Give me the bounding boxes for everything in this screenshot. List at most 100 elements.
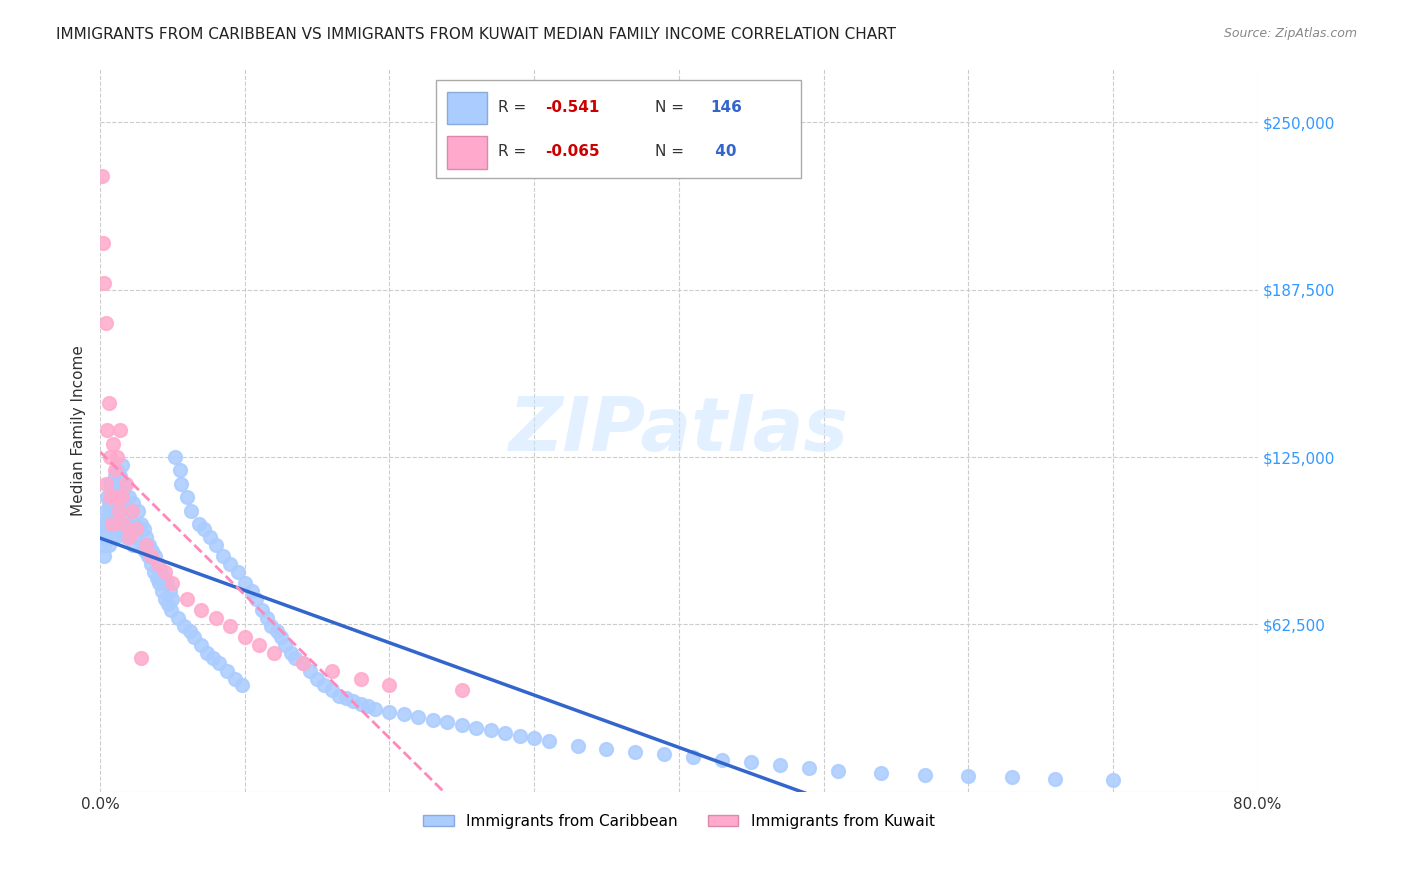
Point xyxy=(101,516,124,531)
Point xyxy=(108,503,131,517)
Point xyxy=(198,530,221,544)
Point xyxy=(98,450,121,464)
Point xyxy=(107,463,129,477)
Point xyxy=(121,522,143,536)
Point xyxy=(263,646,285,660)
Point xyxy=(101,490,124,504)
Point xyxy=(146,558,169,572)
Point xyxy=(240,584,263,599)
Point xyxy=(201,651,224,665)
Point xyxy=(1102,772,1125,787)
Point xyxy=(187,516,209,531)
Bar xyxy=(447,92,486,124)
Point xyxy=(957,769,980,783)
Point xyxy=(90,516,112,531)
Point xyxy=(148,576,170,591)
Point xyxy=(115,476,138,491)
Point xyxy=(1000,770,1022,784)
Text: ZIPatlas: ZIPatlas xyxy=(509,393,849,467)
Point xyxy=(96,490,118,504)
Point xyxy=(769,758,792,772)
Point xyxy=(110,468,132,483)
Point xyxy=(624,745,647,759)
Point xyxy=(250,603,273,617)
Point xyxy=(291,657,314,671)
Point xyxy=(595,742,617,756)
Text: -0.541: -0.541 xyxy=(546,100,600,115)
Point xyxy=(682,750,704,764)
Point xyxy=(150,584,173,599)
Point xyxy=(100,484,122,499)
Point xyxy=(91,235,114,250)
Text: R =: R = xyxy=(498,100,531,115)
Point xyxy=(127,503,149,517)
Point xyxy=(169,463,191,477)
Point xyxy=(104,463,127,477)
Point xyxy=(219,558,242,572)
Point xyxy=(797,761,820,775)
Point xyxy=(112,516,135,531)
Point xyxy=(94,503,117,517)
Point xyxy=(212,549,235,564)
Point xyxy=(208,657,231,671)
Point xyxy=(233,576,256,591)
Point xyxy=(740,756,762,770)
Point xyxy=(98,476,121,491)
Point xyxy=(152,571,174,585)
Point xyxy=(357,699,380,714)
Point xyxy=(157,598,180,612)
Point xyxy=(98,490,121,504)
Point xyxy=(108,516,131,531)
Point xyxy=(654,747,676,762)
Point xyxy=(349,673,371,687)
Point xyxy=(107,490,129,504)
Point xyxy=(149,566,172,580)
Point xyxy=(105,490,128,504)
Point xyxy=(122,538,145,552)
Point xyxy=(226,566,249,580)
Point xyxy=(260,619,283,633)
Point xyxy=(138,538,160,552)
Point xyxy=(450,683,472,698)
Point xyxy=(190,603,212,617)
Point xyxy=(94,316,117,330)
Point xyxy=(93,276,115,290)
Text: 40: 40 xyxy=(710,145,737,160)
Point xyxy=(135,538,157,552)
Point xyxy=(1043,772,1066,786)
Point xyxy=(143,549,166,564)
Point xyxy=(139,549,162,564)
Point xyxy=(342,694,364,708)
Point xyxy=(146,558,169,572)
Point xyxy=(450,718,472,732)
Point xyxy=(827,764,849,778)
Point xyxy=(98,522,121,536)
Point xyxy=(93,549,115,564)
Point xyxy=(142,566,165,580)
Point xyxy=(156,576,179,591)
Text: -0.065: -0.065 xyxy=(546,145,600,160)
Point xyxy=(224,673,246,687)
Point xyxy=(247,638,270,652)
Point xyxy=(110,503,132,517)
Point xyxy=(266,624,288,639)
Point xyxy=(280,646,302,660)
Point xyxy=(129,651,152,665)
Text: Source: ZipAtlas.com: Source: ZipAtlas.com xyxy=(1223,27,1357,40)
Point xyxy=(96,530,118,544)
Point xyxy=(231,678,253,692)
Point xyxy=(392,707,415,722)
Point xyxy=(104,530,127,544)
Point xyxy=(112,522,135,536)
Text: 146: 146 xyxy=(710,100,742,115)
Text: N =: N = xyxy=(655,100,689,115)
Point xyxy=(107,522,129,536)
Point xyxy=(217,665,239,679)
Point xyxy=(108,476,131,491)
Point xyxy=(115,495,138,509)
Point xyxy=(122,495,145,509)
Point xyxy=(291,657,314,671)
Point xyxy=(97,516,120,531)
Point xyxy=(537,734,560,748)
Point xyxy=(408,710,430,724)
